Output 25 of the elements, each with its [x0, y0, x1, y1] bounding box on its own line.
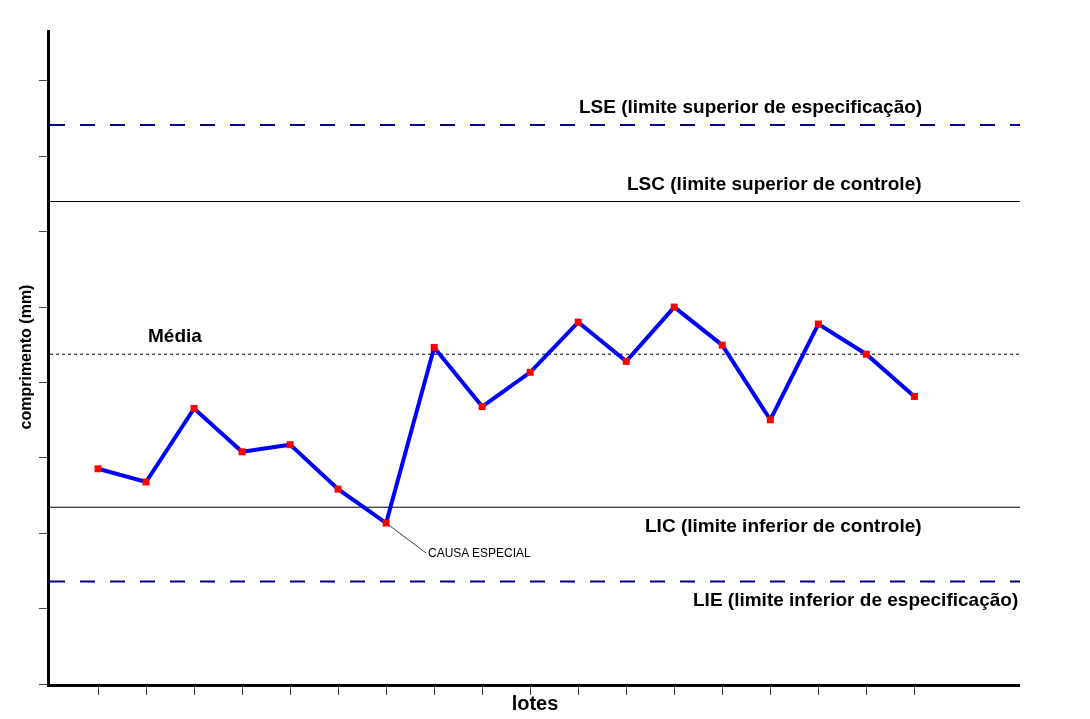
point	[430, 343, 438, 351]
point	[286, 441, 294, 449]
point	[622, 357, 630, 365]
point	[670, 303, 678, 311]
ref-line-label: LSE (limite superior de especificação)	[579, 96, 923, 117]
x-axis-title: lotes	[511, 691, 559, 714]
point	[862, 350, 870, 358]
point	[190, 404, 198, 412]
point	[766, 416, 774, 424]
point	[478, 403, 486, 411]
ref-line-label: LSC (limite superior de controle)	[627, 173, 922, 194]
ref-line-label: Média	[148, 325, 203, 346]
point	[142, 478, 150, 486]
point	[94, 465, 102, 473]
y-axis-title: comprimento (mm)	[16, 284, 34, 430]
point	[574, 318, 582, 326]
point	[718, 341, 726, 349]
point	[334, 485, 342, 493]
point	[526, 368, 534, 376]
annotation: CAUSA ESPECIAL	[428, 546, 532, 560]
ref-line-label: LIC (limite inferior de controle)	[645, 515, 922, 536]
point	[910, 392, 918, 400]
point	[814, 320, 822, 328]
ref-line-label: LIE (limite inferior de especificação)	[693, 589, 1019, 610]
point	[238, 448, 246, 456]
